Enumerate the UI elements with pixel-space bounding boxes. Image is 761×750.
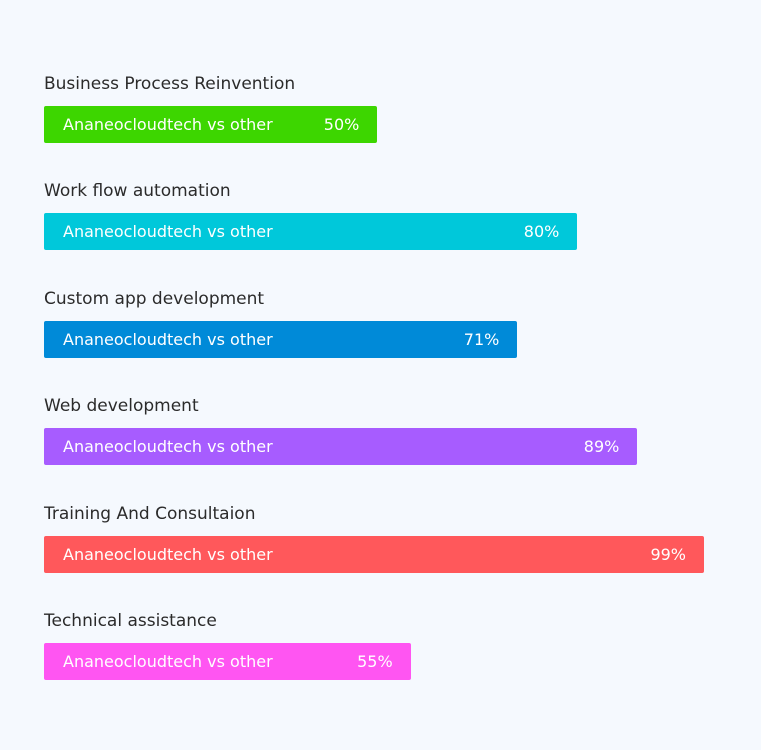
progress-percent: 99% bbox=[650, 545, 686, 564]
skill-title: Web development bbox=[44, 396, 199, 416]
progress-track: Ananeocloudtech vs other 80% bbox=[44, 213, 704, 250]
progress-label: Ananeocloudtech vs other bbox=[63, 652, 273, 671]
progress-label: Ananeocloudtech vs other bbox=[63, 437, 273, 456]
progress-percent: 55% bbox=[357, 652, 393, 671]
progress-bar: Ananeocloudtech vs other 99% bbox=[44, 536, 704, 573]
progress-label: Ananeocloudtech vs other bbox=[63, 330, 273, 349]
progress-bar: Ananeocloudtech vs other 50% bbox=[44, 106, 378, 143]
skill-title: Business Process Reinvention bbox=[44, 74, 296, 94]
progress-percent: 71% bbox=[463, 330, 500, 349]
progress-percent: 50% bbox=[323, 115, 360, 134]
progress-label: Ananeocloudtech vs other bbox=[63, 222, 273, 241]
progress-label: Ananeocloudtech vs other bbox=[63, 545, 273, 564]
progress-bar: Ananeocloudtech vs other 71% bbox=[44, 321, 518, 358]
progress-track: Ananeocloudtech vs other 89% bbox=[44, 428, 704, 465]
progress-track: Ananeocloudtech vs other 50% bbox=[44, 106, 704, 143]
progress-percent: 89% bbox=[583, 437, 620, 456]
progress-track: Ananeocloudtech vs other 55% bbox=[44, 643, 704, 680]
progress-track: Ananeocloudtech vs other 71% bbox=[44, 321, 704, 358]
progress-bar: Ananeocloudtech vs other 55% bbox=[44, 643, 411, 680]
progress-label: Ananeocloudtech vs other bbox=[63, 115, 273, 134]
progress-bar: Ananeocloudtech vs other 80% bbox=[44, 213, 578, 250]
skill-title: Training And Consultaion bbox=[44, 504, 256, 524]
skill-title: Custom app development bbox=[44, 289, 265, 309]
progress-bar: Ananeocloudtech vs other 89% bbox=[44, 428, 638, 465]
skill-title: Technical assistance bbox=[44, 611, 217, 631]
progress-track: Ananeocloudtech vs other 99% bbox=[44, 536, 704, 573]
skill-title: Work flow automation bbox=[44, 181, 231, 201]
progress-percent: 80% bbox=[523, 222, 560, 241]
